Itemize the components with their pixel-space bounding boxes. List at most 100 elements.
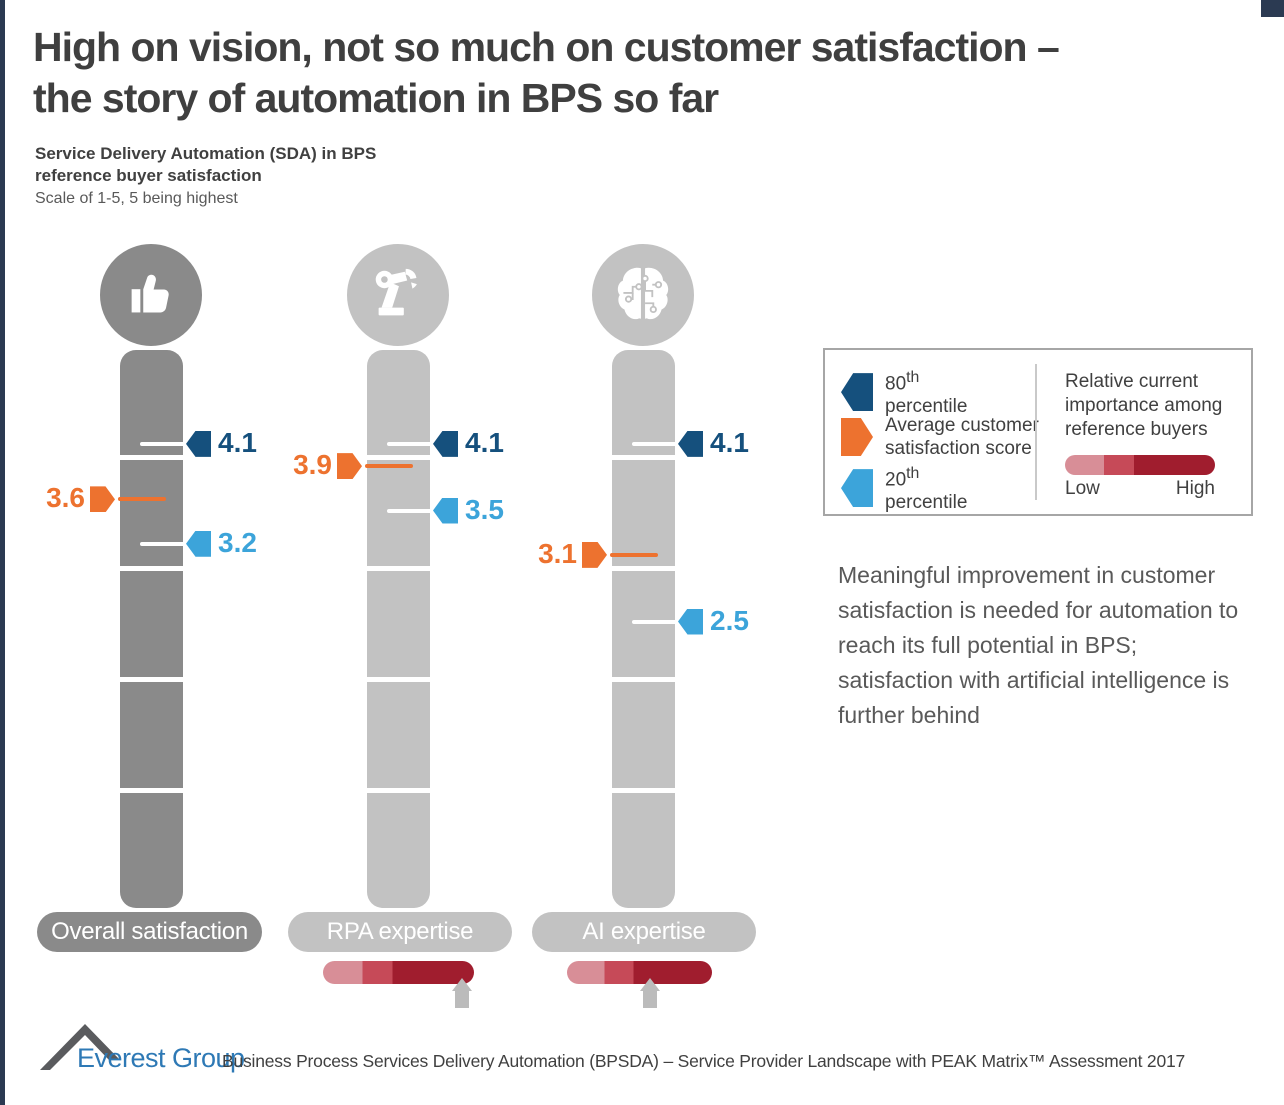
value-label: 3.9 bbox=[293, 449, 332, 481]
column-rpa-expertise: 4.1 3.9 3.5 bbox=[293, 240, 504, 908]
scale-tick-2 bbox=[367, 677, 430, 682]
tick-line bbox=[140, 541, 186, 546]
left-arrow-icon bbox=[433, 497, 458, 524]
legend-item-average-score: Average customer satisfaction score bbox=[841, 414, 1039, 460]
importance-gradient-rpa bbox=[323, 961, 474, 1008]
tick-line bbox=[632, 619, 678, 624]
scale-tick-3 bbox=[612, 566, 675, 571]
category-label-ai-expertise: AI expertise bbox=[532, 912, 756, 952]
legend-word: percentile bbox=[885, 492, 968, 514]
right-arrow-icon bbox=[582, 541, 607, 568]
footer-source-text: Business Process Services Delivery Autom… bbox=[222, 1051, 1186, 1071]
right-arrow-icon bbox=[841, 418, 873, 456]
thumbs-up-icon bbox=[96, 240, 206, 350]
right-arrow-icon bbox=[90, 486, 115, 513]
scale-tick-1 bbox=[612, 788, 675, 793]
importance-legend-title: Relative current importance among refere… bbox=[1065, 370, 1243, 442]
legend-superscript: th bbox=[906, 369, 920, 386]
percentile80-marker: 4.1 bbox=[367, 427, 504, 458]
legend-item-20th-percentile: 20th percentile bbox=[841, 462, 967, 514]
importance-title-line2: importance among bbox=[1065, 395, 1223, 416]
low-label: Low bbox=[1065, 478, 1100, 499]
average-marker: 3.9 bbox=[293, 449, 430, 480]
title-line-1: High on vision, not so much on customer … bbox=[33, 24, 1060, 70]
pointer-stem bbox=[642, 991, 657, 1008]
scale-tick-4 bbox=[612, 455, 675, 460]
category-label-rpa-expertise: RPA expertise bbox=[288, 912, 512, 952]
tick-line bbox=[140, 441, 186, 446]
scale-tick-2 bbox=[120, 677, 183, 682]
legend-line1: Average customer bbox=[885, 415, 1039, 436]
tick-line bbox=[610, 552, 658, 557]
category-label-overall-satisfaction: Overall satisfaction bbox=[37, 912, 262, 952]
left-arrow-icon bbox=[678, 608, 703, 635]
column-ai-expertise: 4.1 3.1 2.5 bbox=[538, 240, 749, 908]
left-arrow-icon bbox=[841, 373, 873, 412]
subtitle-line-1: Service Delivery Automation (SDA) in BPS bbox=[35, 144, 377, 163]
average-marker: 3.1 bbox=[538, 538, 675, 569]
value-label: 2.5 bbox=[710, 604, 749, 636]
percentile20-marker: 3.5 bbox=[367, 494, 504, 525]
legend-number: 20 bbox=[885, 469, 907, 491]
pointer-stem bbox=[454, 991, 469, 1008]
legend-item-80th-percentile: 80th percentile bbox=[841, 366, 967, 418]
scale-tick-1 bbox=[120, 788, 183, 793]
value-label: 3.1 bbox=[538, 537, 577, 569]
importance-title-line1: Relative current bbox=[1065, 371, 1199, 392]
column-overall-satisfaction: 4.1 3.6 3.2 bbox=[46, 240, 257, 908]
commentary-text: Meaningful improvement in customer satis… bbox=[838, 562, 1239, 728]
left-arrow-icon bbox=[186, 430, 211, 457]
legend-box: 80th percentile Average customer satisfa… bbox=[823, 348, 1253, 516]
value-label: 4.1 bbox=[465, 426, 504, 458]
robot-arm-icon bbox=[343, 240, 453, 350]
percentile20-marker: 3.2 bbox=[120, 527, 257, 558]
value-label: 3.5 bbox=[465, 493, 504, 525]
chart-subtitle: Service Delivery Automation (SDA) in BPS… bbox=[35, 143, 376, 187]
legend-line2: satisfaction score bbox=[885, 438, 1032, 459]
left-arrow-icon bbox=[678, 430, 703, 457]
percentile20-marker: 2.5 bbox=[612, 605, 749, 636]
scale-note: Scale of 1-5, 5 being highest bbox=[35, 190, 238, 207]
legend-label: Average customer satisfaction score bbox=[885, 414, 1039, 460]
tick-line bbox=[387, 441, 433, 446]
importance-gradient-ai bbox=[567, 961, 712, 1008]
percentile80-marker: 4.1 bbox=[612, 427, 749, 458]
value-label: 3.2 bbox=[218, 526, 257, 558]
percentile80-marker: 4.1 bbox=[120, 427, 257, 458]
value-label: 4.1 bbox=[710, 426, 749, 458]
left-arrow-icon bbox=[841, 469, 873, 508]
corner-accent-square bbox=[1261, 0, 1284, 17]
importance-pointer-icon bbox=[639, 978, 660, 1008]
tick-line bbox=[118, 497, 166, 502]
value-label: 4.1 bbox=[218, 426, 257, 458]
legend-word: percentile bbox=[885, 396, 968, 418]
everest-group-logo-icon bbox=[40, 1024, 120, 1070]
high-label: High bbox=[1175, 478, 1215, 499]
legend-label: 20th percentile bbox=[885, 462, 967, 514]
scale-tick-2 bbox=[612, 677, 675, 682]
average-marker: 3.6 bbox=[46, 482, 183, 513]
tick-line bbox=[365, 464, 413, 469]
left-accent-edge bbox=[0, 0, 5, 1105]
scale-tick-4 bbox=[367, 455, 430, 460]
page-title: High on vision, not so much on customer … bbox=[33, 22, 1213, 124]
left-arrow-icon bbox=[433, 430, 458, 457]
importance-title-line3: reference buyers bbox=[1065, 419, 1208, 440]
value-label: 3.6 bbox=[46, 482, 85, 514]
pointer-triangle bbox=[639, 978, 660, 991]
title-line-2: the story of automation in BPS so far bbox=[33, 75, 719, 121]
left-arrow-icon bbox=[186, 530, 211, 557]
tick-line bbox=[632, 441, 678, 446]
everest-group-logo-text: Everest Group bbox=[77, 1043, 245, 1073]
brain-circuit-icon bbox=[588, 240, 698, 350]
subtitle-line-2: reference buyer satisfaction bbox=[35, 166, 262, 185]
tick-line bbox=[387, 508, 433, 513]
pointer-triangle bbox=[451, 978, 472, 991]
legend-label: 80th percentile bbox=[885, 366, 967, 418]
importance-pointer-icon bbox=[451, 978, 472, 1008]
scale-tick-3 bbox=[367, 566, 430, 571]
right-arrow-icon bbox=[337, 453, 362, 480]
scale-tick-3 bbox=[120, 566, 183, 571]
legend-number: 80 bbox=[885, 373, 907, 395]
